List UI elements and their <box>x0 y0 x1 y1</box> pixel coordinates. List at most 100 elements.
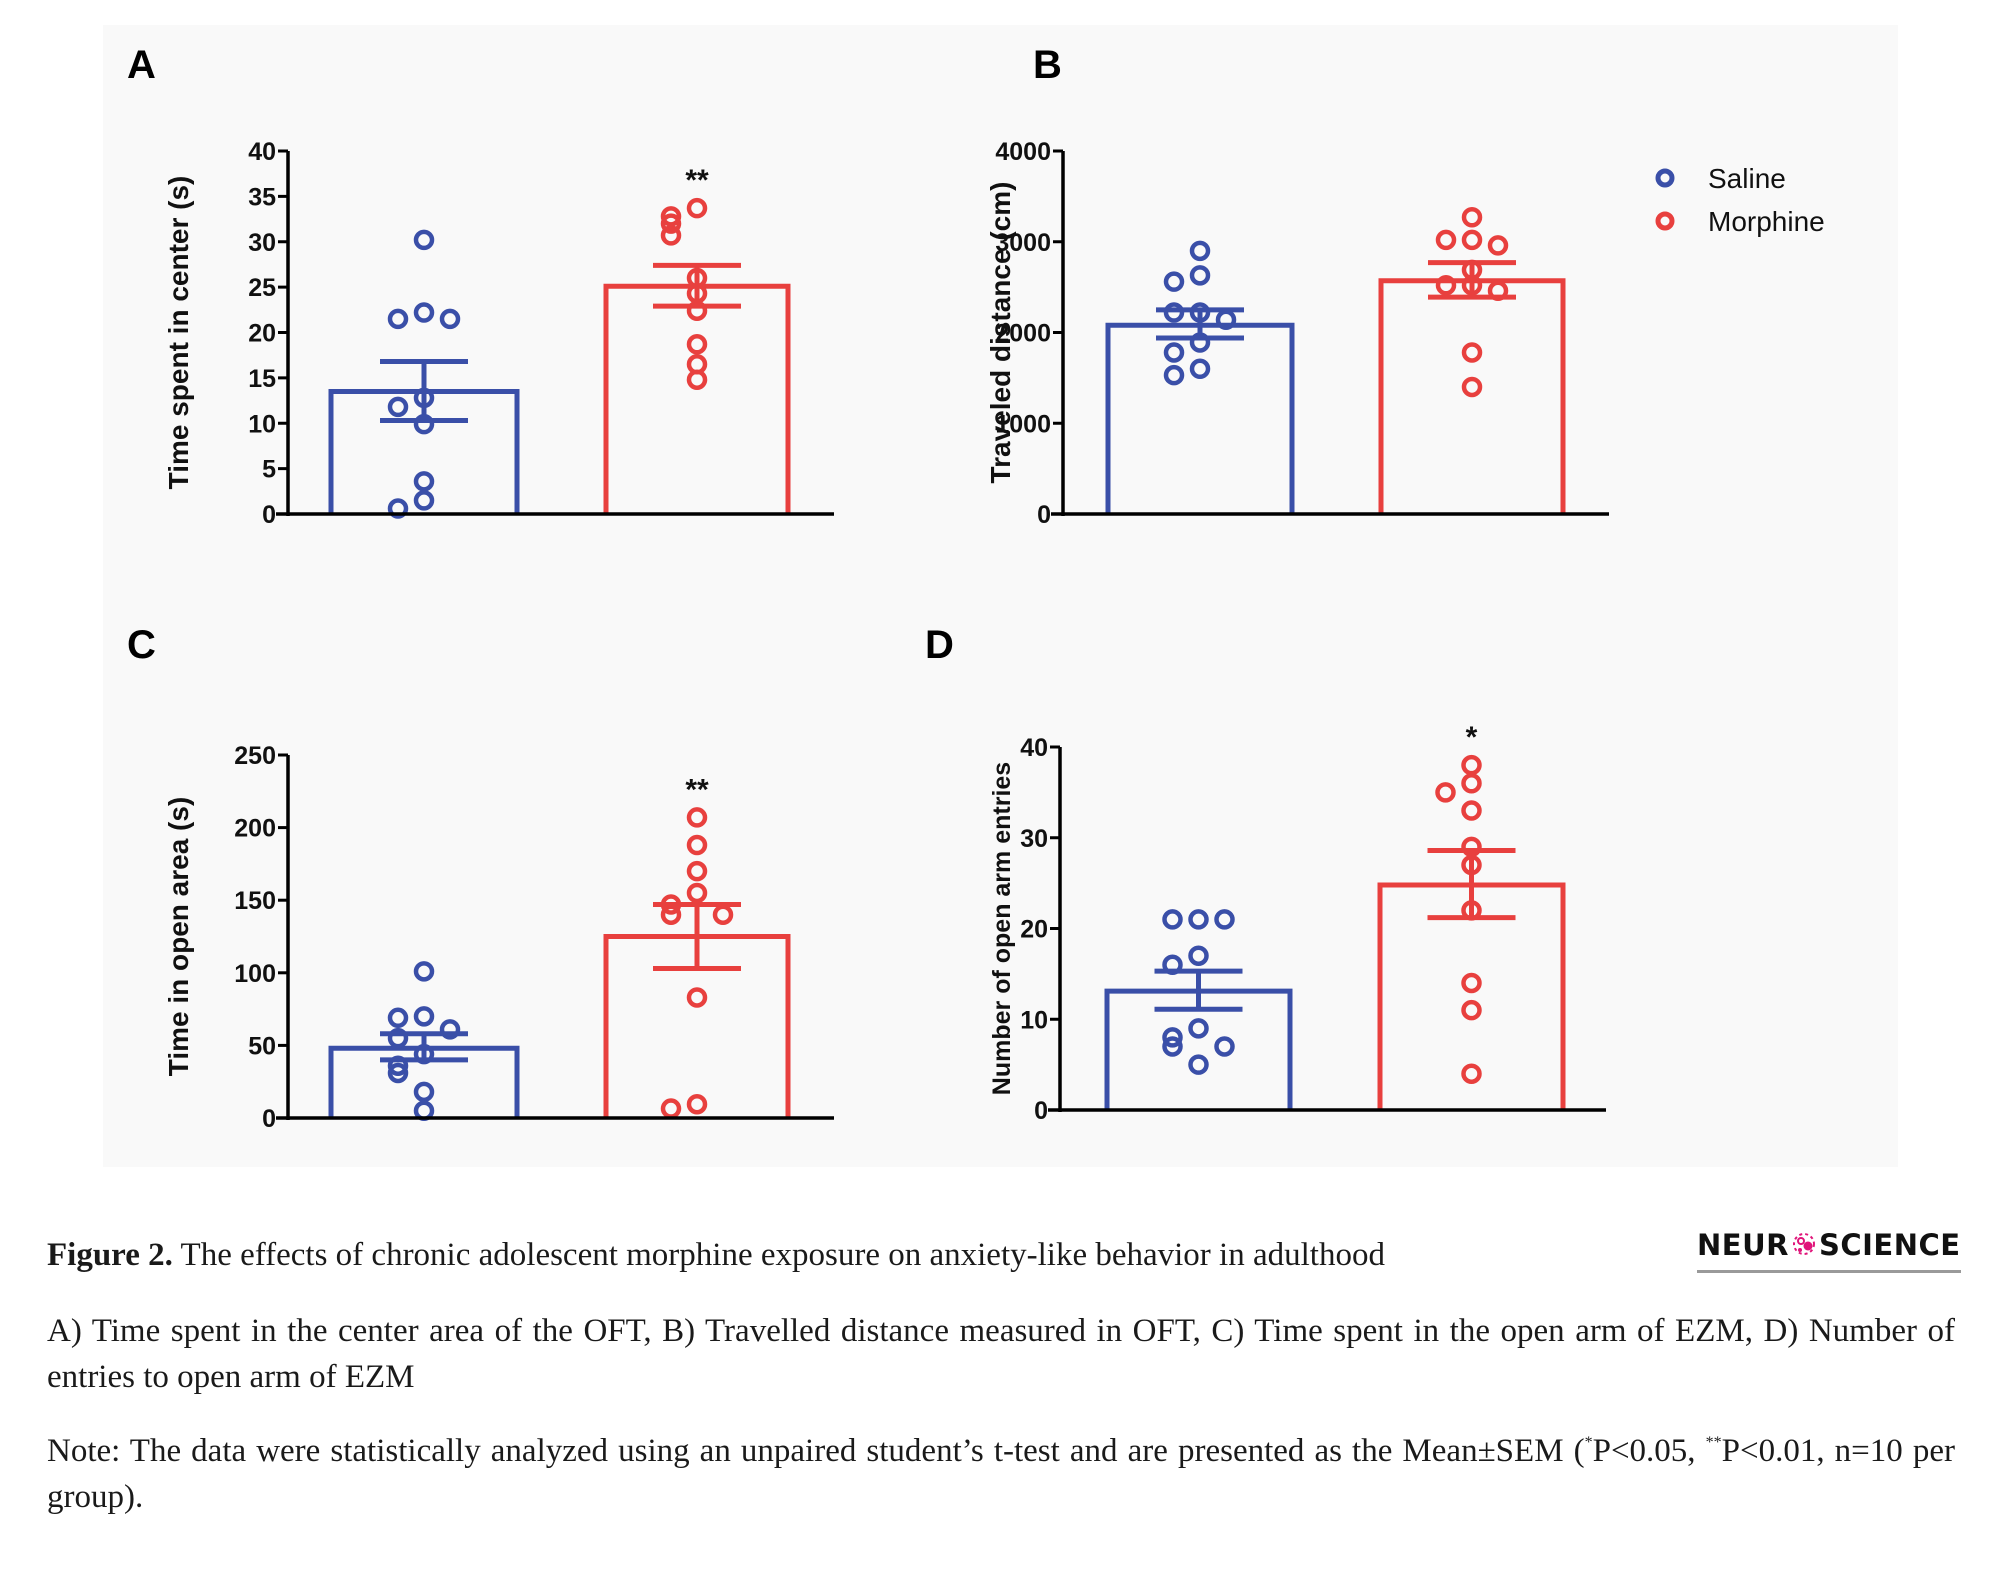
data-point-saline <box>1163 342 1185 363</box>
data-point-saline <box>1188 909 1209 930</box>
data-point-morphine <box>1461 972 1482 994</box>
logo-text-right: SCIENCE <box>1818 1228 1961 1262</box>
data-point-saline <box>413 961 435 982</box>
y-tick-label: 200 <box>234 815 276 843</box>
data-point-morphine <box>1435 275 1457 296</box>
figure-caption-description: A) Time spent in the center area of the … <box>47 1313 1955 1395</box>
data-point-morphine <box>1461 773 1482 794</box>
y-tick-label: 10 <box>248 410 276 438</box>
y-tick-label: 1000 <box>995 410 1051 438</box>
figure-title-text: The effects of chronic adolescent morphi… <box>172 1237 1385 1273</box>
y-axis-title: Time in open area (s) <box>163 797 194 1077</box>
significance-marker: * <box>1466 721 1478 754</box>
y-tick-label: 250 <box>234 742 276 770</box>
data-point-saline <box>413 229 435 251</box>
neuron-icon <box>1792 1233 1815 1255</box>
y-axis-title: Number of open arm entries <box>988 762 1016 1095</box>
y-tick-label: 20 <box>248 320 276 348</box>
significance-marker: ** <box>685 164 709 197</box>
data-point-saline <box>413 1006 435 1027</box>
data-point-morphine <box>660 225 682 246</box>
data-point-saline <box>1163 302 1185 323</box>
data-point-saline <box>1162 909 1183 930</box>
data-point-morphine <box>686 369 708 390</box>
panel-d: D Number of open arm entries 0 10 20 30 40 * <box>925 623 1606 1125</box>
y-tick-label: 0 <box>1034 1097 1048 1125</box>
legend-marker-morphine <box>1655 211 1675 231</box>
data-point-saline <box>1162 1036 1183 1057</box>
data-point-morphine <box>686 334 708 355</box>
journal-logo: NEUR SCIENCE <box>1697 1228 1961 1273</box>
y-tick-label: 15 <box>248 365 276 393</box>
note-suffix: P<0.01, n=10 per group). <box>47 1433 1955 1515</box>
data-point-morphine <box>1461 1063 1482 1084</box>
figure-panels: A Time spent in center (s) 0 5 10 15 20 25 30 35 4… <box>127 43 1825 1133</box>
data-point-saline <box>1189 265 1211 286</box>
data-point-morphine <box>1461 376 1483 398</box>
y-tick-label: 150 <box>234 887 276 915</box>
note-p005: P<0.05, <box>1592 1433 1706 1469</box>
y-tick-label: 5 <box>262 456 276 484</box>
data-point-saline <box>1189 240 1211 262</box>
data-point-morphine <box>712 904 734 925</box>
data-point-saline <box>1188 1018 1209 1039</box>
data-point-morphine <box>1461 229 1483 251</box>
y-tick-label: 4000 <box>995 138 1051 166</box>
data-point-saline <box>1214 909 1235 930</box>
note-star-single: * <box>1584 1434 1593 1451</box>
significance-marker: ** <box>685 773 709 806</box>
data-point-saline <box>387 1007 409 1029</box>
data-point-morphine <box>1435 782 1456 803</box>
note-star-double: ** <box>1705 1434 1722 1451</box>
data-point-saline <box>1188 945 1209 966</box>
data-point-morphine <box>660 213 682 234</box>
data-point-saline <box>1163 364 1185 386</box>
y-tick-label: 10 <box>1020 1006 1048 1034</box>
data-point-morphine <box>686 860 708 882</box>
logo-text-left: NEUR <box>1697 1228 1789 1262</box>
data-point-saline <box>1188 1054 1209 1075</box>
legend-label-morphine: Morphine <box>1708 206 1825 237</box>
data-point-morphine <box>1487 235 1509 256</box>
y-tick-label: 2000 <box>995 320 1051 348</box>
data-point-morphine <box>660 206 682 227</box>
data-point-saline <box>439 308 461 330</box>
figure-background <box>103 25 1898 1167</box>
panel-c: C Time in open area (s) 0 50 100 150 200 250 ** <box>127 623 834 1133</box>
panel-letter: B <box>1033 43 1062 87</box>
y-tick-label: 35 <box>248 183 276 211</box>
data-point-saline <box>413 1081 435 1103</box>
y-tick-label: 30 <box>248 229 276 257</box>
y-tick-label: 0 <box>262 1105 276 1133</box>
data-point-saline <box>387 1062 409 1084</box>
data-point-morphine <box>686 1093 708 1115</box>
data-point-morphine <box>686 987 708 1008</box>
data-point-morphine <box>686 197 708 219</box>
bar-saline <box>1105 322 1295 514</box>
y-axis-title: Traveled distance (cm) <box>985 182 1016 484</box>
data-point-saline <box>387 308 409 330</box>
y-tick-label: 0 <box>1037 501 1051 529</box>
y-tick-label: 20 <box>1020 916 1048 944</box>
data-point-saline <box>413 490 435 511</box>
data-point-morphine <box>660 1098 682 1119</box>
figure-number: Figure 2. <box>47 1237 173 1273</box>
data-point-saline <box>439 1019 461 1040</box>
y-tick-label: 3000 <box>995 229 1051 257</box>
data-point-morphine <box>1461 342 1483 363</box>
data-point-morphine <box>1435 229 1457 251</box>
data-point-saline <box>1162 1027 1183 1048</box>
data-point-saline <box>413 471 435 492</box>
legend: Saline Morphine <box>1655 163 1825 237</box>
legend-label-saline: Saline <box>1708 163 1786 194</box>
y-tick-label: 100 <box>234 960 276 988</box>
panel-letter: A <box>127 43 156 87</box>
figure-caption-note: Note: The data were statistically analyz… <box>47 1428 1955 1520</box>
data-point-saline <box>387 498 409 519</box>
data-point-morphine <box>1461 800 1482 821</box>
data-point-saline <box>387 396 409 418</box>
data-point-saline <box>1189 358 1211 380</box>
y-axis-title: Time spent in center (s) <box>163 176 194 490</box>
data-point-morphine <box>1461 206 1483 228</box>
figure-caption-title: Figure 2. The effects of chronic adolesc… <box>47 1232 1607 1278</box>
